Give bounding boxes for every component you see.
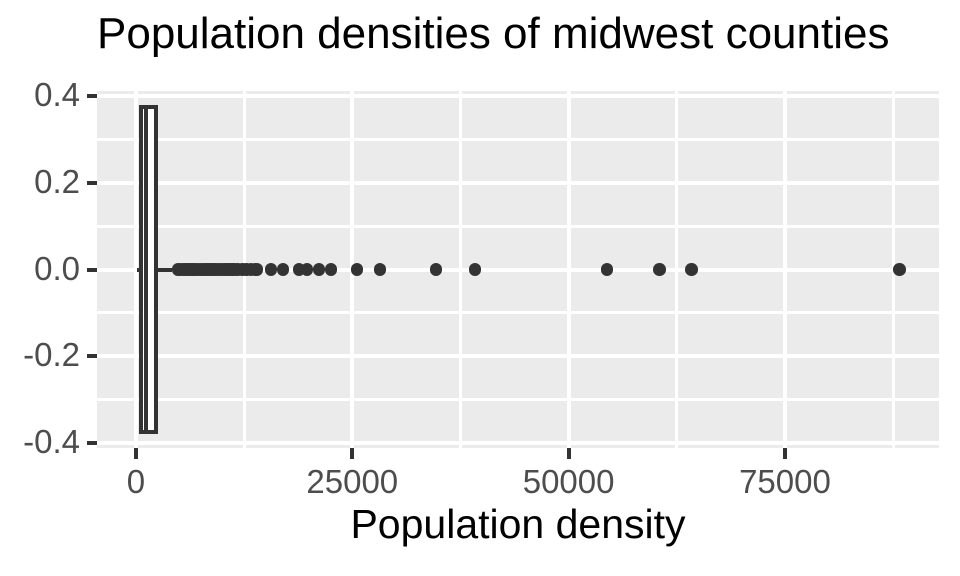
outlier-point — [300, 263, 314, 276]
y-axis-tick — [87, 180, 97, 185]
x-axis-title: Population density — [350, 501, 686, 547]
x-tick-label: 0 — [126, 463, 146, 500]
x-axis-tick — [782, 448, 787, 459]
outlier-point — [468, 263, 482, 276]
y-minor-gridline — [97, 311, 939, 315]
y-axis-tick — [87, 94, 97, 99]
outlier-point — [350, 263, 364, 276]
outlier-point — [429, 263, 443, 276]
outlier-point — [312, 263, 326, 276]
x-tick-label: 25000 — [306, 463, 399, 500]
chart-title: Population densities of midwest counties — [97, 9, 890, 58]
outlier-point — [685, 263, 698, 276]
y-axis-tick — [87, 354, 97, 359]
y-major-gridline — [97, 267, 939, 272]
y-tick-label: 0.0 — [34, 249, 80, 287]
x-tick-label: 50000 — [522, 463, 615, 500]
y-major-gridline — [97, 180, 939, 185]
outlier-point — [653, 263, 666, 276]
y-tick-label: -0.4 — [23, 422, 80, 460]
plot-panel — [97, 91, 939, 448]
y-major-gridline — [97, 440, 939, 445]
y-minor-gridline — [97, 138, 939, 142]
y-minor-gridline — [97, 224, 939, 228]
boxplot-median-line — [143, 107, 148, 432]
y-major-gridline — [97, 354, 939, 359]
boxplot-box — [139, 105, 159, 434]
y-tick-label: -0.2 — [23, 336, 80, 374]
x-tick-label: 75000 — [739, 463, 831, 500]
y-axis-tick — [87, 267, 97, 272]
outlier-point — [264, 263, 278, 276]
outlier-point — [250, 263, 264, 276]
outlier-point — [276, 263, 290, 276]
y-tick-label: 0.2 — [34, 163, 80, 201]
y-major-gridline — [97, 94, 939, 99]
x-axis-tick — [350, 448, 355, 459]
x-axis-tick — [566, 448, 571, 459]
y-tick-label: 0.4 — [34, 76, 80, 114]
outlier-point — [324, 263, 338, 276]
outlier-point — [893, 263, 906, 276]
x-axis-tick — [133, 448, 138, 459]
outlier-point — [373, 263, 387, 276]
y-axis-tick — [87, 440, 97, 445]
y-minor-gridline — [97, 397, 939, 401]
outlier-point — [600, 263, 614, 276]
